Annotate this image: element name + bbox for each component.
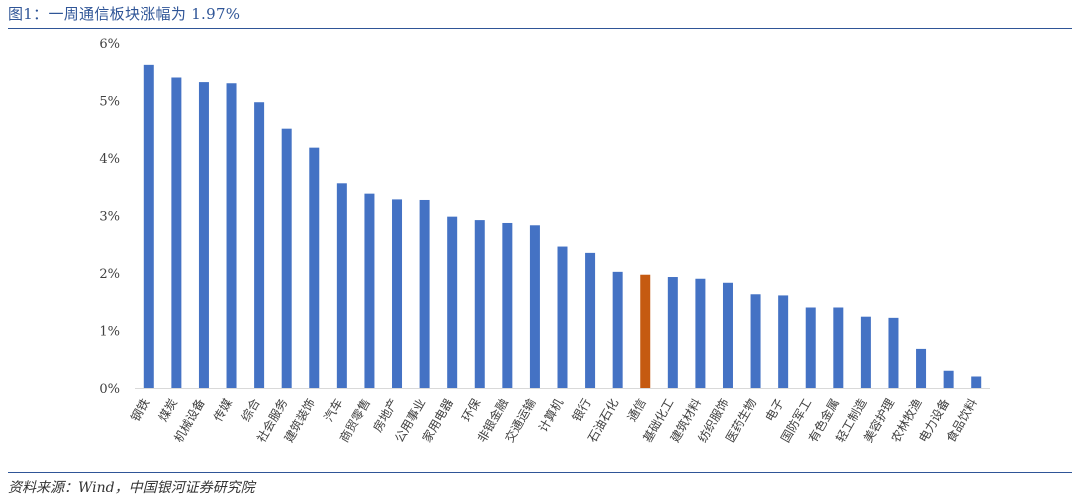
y-tick-label: 2% <box>99 267 120 282</box>
x-category-label: 电子 <box>763 396 787 424</box>
bar-22 <box>750 294 761 388</box>
bar-11 <box>447 216 458 388</box>
bar-8 <box>364 193 375 388</box>
bar-16 <box>585 252 596 389</box>
bar-12 <box>474 220 485 388</box>
x-category-label: 银行 <box>570 396 594 424</box>
bar-30 <box>971 376 982 388</box>
x-category-label: 综合 <box>238 396 263 424</box>
x-category-label: 钢铁 <box>128 396 152 424</box>
y-tick-label: 4% <box>99 152 120 167</box>
bottom-divider <box>8 472 1072 473</box>
bar-4 <box>254 102 265 388</box>
bar-19 <box>667 277 678 388</box>
bar-29 <box>943 370 954 388</box>
x-category-label: 房地产 <box>370 396 401 435</box>
bar-7 <box>336 183 347 388</box>
source-note: 资料来源：Wind，中国银河证券研究院 <box>8 480 255 496</box>
y-tick-label: 0% <box>99 382 120 397</box>
bar-1 <box>171 77 182 388</box>
bar-15 <box>557 246 568 388</box>
bar-2 <box>198 82 209 388</box>
bar-23 <box>778 295 789 388</box>
x-category-label: 汽车 <box>320 396 345 424</box>
y-tick-label: 1% <box>99 325 120 340</box>
y-tick-label: 6% <box>99 37 120 52</box>
x-category-label: 环保 <box>459 396 483 424</box>
x-category-label: 煤炭 <box>156 396 180 424</box>
bars-group <box>143 64 982 389</box>
bar-14 <box>529 225 540 388</box>
x-category-label: 通信 <box>625 396 649 424</box>
bar-25 <box>833 307 844 388</box>
bar-6 <box>309 147 320 388</box>
x-category-label: 传媒 <box>210 396 235 424</box>
bar-21 <box>722 282 733 388</box>
bar-18 <box>640 274 651 388</box>
bar-0 <box>143 64 154 388</box>
bar-3 <box>226 83 237 388</box>
bar-5 <box>281 128 292 388</box>
x-category-label: 计算机 <box>535 396 566 435</box>
bar-27 <box>888 317 899 388</box>
chart-title: 图1：一周通信板块涨幅为 1.97% <box>8 5 241 23</box>
bar-28 <box>916 348 927 388</box>
y-tick-label: 3% <box>99 210 120 225</box>
bar-9 <box>392 199 403 388</box>
bar-17 <box>612 271 623 388</box>
y-axis: 0% 1% 2% 3% 4% 5% 6% <box>99 37 120 397</box>
bar-20 <box>695 278 706 388</box>
bar-26 <box>860 316 871 388</box>
y-tick-label: 5% <box>99 95 120 110</box>
bar-13 <box>502 222 513 388</box>
bar-10 <box>419 199 430 388</box>
bar-24 <box>805 307 816 388</box>
top-divider <box>8 28 1072 29</box>
